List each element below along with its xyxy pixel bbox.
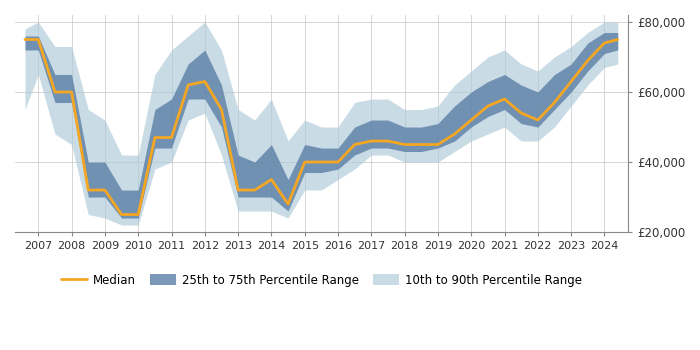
Median: [234, 188, 242, 192]
Median: [101, 188, 109, 192]
Median: [567, 79, 575, 84]
Median: [84, 188, 92, 192]
Median: [201, 79, 209, 84]
Median: [500, 97, 509, 101]
Median: [251, 188, 259, 192]
Median: [367, 139, 375, 143]
Median: [167, 135, 176, 140]
Median: [284, 202, 293, 206]
Median: [417, 142, 426, 147]
Median: [400, 142, 409, 147]
Median: [450, 132, 459, 136]
Median: [150, 135, 159, 140]
Median: [267, 177, 276, 182]
Median: [434, 142, 442, 147]
Median: [34, 37, 43, 42]
Median: [517, 111, 526, 115]
Median: [317, 160, 326, 164]
Median: [51, 90, 60, 94]
Median: [600, 41, 608, 45]
Median: [467, 118, 475, 122]
Median: [550, 100, 559, 105]
Median: [613, 37, 622, 42]
Median: [118, 212, 126, 217]
Median: [334, 160, 342, 164]
Median: [484, 104, 492, 108]
Median: [533, 118, 542, 122]
Median: [184, 83, 192, 87]
Line: Median: Median: [25, 40, 617, 215]
Median: [384, 139, 392, 143]
Median: [584, 58, 592, 63]
Median: [134, 212, 142, 217]
Median: [217, 107, 225, 112]
Legend: Median, 25th to 75th Percentile Range, 10th to 90th Percentile Range: Median, 25th to 75th Percentile Range, 1…: [56, 269, 587, 291]
Median: [67, 90, 76, 94]
Median: [300, 160, 309, 164]
Median: [351, 142, 359, 147]
Median: [21, 37, 29, 42]
